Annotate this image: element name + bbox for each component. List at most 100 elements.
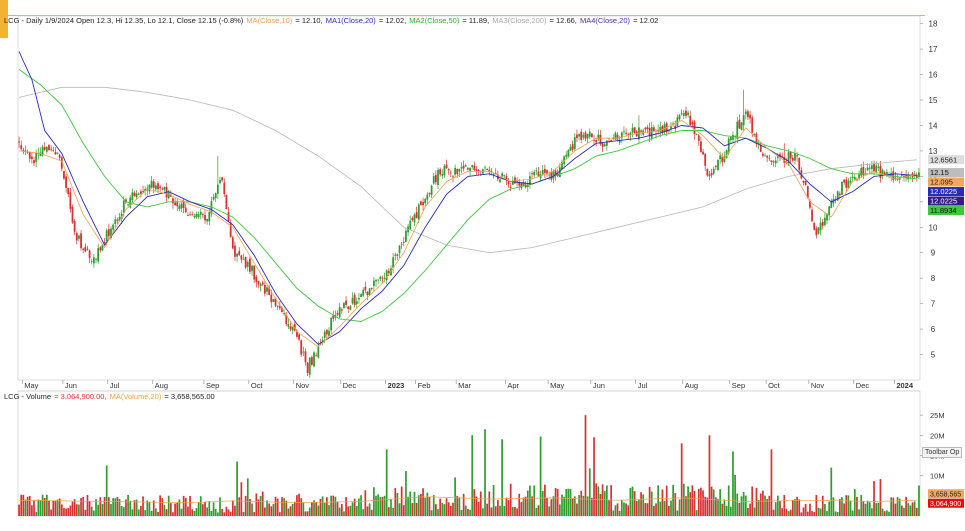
candle-body bbox=[417, 204, 420, 220]
candle-body bbox=[565, 154, 568, 157]
candle-body bbox=[308, 357, 311, 375]
candle-body bbox=[212, 197, 215, 200]
price-tick-label: 7 bbox=[931, 300, 936, 309]
candle-body bbox=[353, 294, 356, 306]
candle-body bbox=[426, 194, 429, 200]
candle-body bbox=[398, 245, 401, 254]
volume-bar bbox=[738, 502, 741, 516]
month-label: Jun bbox=[65, 381, 77, 390]
price-tag-label: 12.15 bbox=[930, 168, 949, 177]
volume-bar bbox=[67, 508, 70, 516]
volume-bar bbox=[618, 510, 621, 516]
candle-body bbox=[700, 141, 702, 153]
volume-bar bbox=[565, 488, 568, 516]
volume-bar bbox=[648, 486, 651, 516]
volume-bar bbox=[204, 502, 206, 516]
candle-body bbox=[452, 176, 454, 178]
volume-bar bbox=[693, 490, 696, 516]
volume-bar bbox=[281, 497, 283, 516]
candle-body bbox=[885, 171, 888, 174]
volume-bar bbox=[304, 511, 307, 516]
volume-bar bbox=[127, 495, 129, 516]
toolbar-options-tooltip[interactable]: Toolbar Op bbox=[922, 447, 963, 458]
volume-bar bbox=[231, 500, 234, 516]
volume-bar bbox=[236, 461, 238, 516]
candle-body bbox=[535, 170, 538, 172]
candle-body bbox=[270, 294, 273, 303]
candle-body bbox=[105, 230, 108, 241]
candle-body bbox=[473, 165, 476, 171]
candle-body bbox=[652, 127, 655, 132]
candle-body bbox=[180, 203, 183, 209]
candle-body bbox=[191, 214, 194, 215]
volume-bar bbox=[747, 507, 749, 516]
candle-body bbox=[471, 165, 474, 168]
volume-bar bbox=[868, 502, 871, 516]
candle-body bbox=[913, 173, 916, 175]
candle-body bbox=[372, 280, 375, 286]
candle-body bbox=[627, 134, 630, 136]
candle-body bbox=[219, 179, 221, 184]
candle-body bbox=[214, 193, 217, 199]
candle-body bbox=[317, 346, 320, 358]
volume-bar bbox=[900, 505, 903, 516]
candle-body bbox=[370, 287, 373, 289]
volume-bar bbox=[753, 507, 756, 516]
candle-body bbox=[338, 307, 341, 318]
volume-bar bbox=[886, 510, 888, 516]
volume-bar bbox=[896, 497, 899, 516]
volume-bar bbox=[441, 503, 444, 516]
candle-body bbox=[125, 199, 127, 203]
candle-body bbox=[255, 276, 258, 283]
candle-body bbox=[242, 258, 245, 260]
volume-bar bbox=[736, 493, 739, 516]
candle-body bbox=[400, 243, 403, 245]
month-label: Aug bbox=[155, 381, 168, 390]
candle-body bbox=[144, 189, 147, 191]
candle-body bbox=[315, 355, 318, 357]
candle-body bbox=[821, 221, 824, 226]
volume-bar bbox=[828, 501, 831, 516]
price-tick-label: 6 bbox=[931, 325, 936, 334]
candle-body bbox=[300, 340, 303, 355]
volume-bar bbox=[347, 506, 350, 516]
month-label: Sep bbox=[732, 381, 745, 390]
candle-body bbox=[605, 140, 608, 146]
volume-bar bbox=[334, 496, 337, 516]
volume-bar bbox=[270, 506, 273, 516]
volume-bar bbox=[601, 484, 604, 516]
candle-body bbox=[263, 284, 266, 294]
candle-body bbox=[789, 152, 792, 159]
volume-bar bbox=[501, 439, 503, 516]
month-label: Apr bbox=[507, 381, 519, 390]
volume-bar bbox=[588, 468, 591, 516]
volume-bar bbox=[75, 504, 78, 516]
candle-body bbox=[499, 179, 501, 183]
volume-bar bbox=[311, 501, 313, 516]
candle-body bbox=[640, 130, 642, 132]
price-tick-label: 8 bbox=[931, 274, 936, 283]
volume-bar bbox=[809, 503, 811, 516]
volume-bar bbox=[638, 499, 640, 516]
volume-bar bbox=[422, 488, 424, 516]
volume-bar bbox=[544, 484, 546, 516]
volume-bar bbox=[796, 496, 798, 516]
volume-bar bbox=[272, 504, 275, 516]
price-tag-label: 11.8934 bbox=[930, 206, 957, 215]
volume-bar bbox=[409, 491, 412, 516]
volume-bar bbox=[65, 508, 67, 516]
candle-body bbox=[633, 127, 636, 134]
candle-body bbox=[33, 160, 35, 164]
candle-body bbox=[234, 245, 236, 257]
volume-bar bbox=[212, 502, 215, 516]
candle-body bbox=[843, 179, 846, 183]
volume-tick-label: 25M bbox=[930, 411, 945, 420]
candle-body bbox=[261, 282, 264, 285]
candle-body bbox=[467, 168, 469, 170]
volume-bar bbox=[770, 449, 773, 516]
candle-body bbox=[794, 153, 796, 161]
candle-body bbox=[90, 261, 93, 262]
volume-bar bbox=[358, 498, 360, 516]
volume-bar bbox=[676, 510, 679, 516]
